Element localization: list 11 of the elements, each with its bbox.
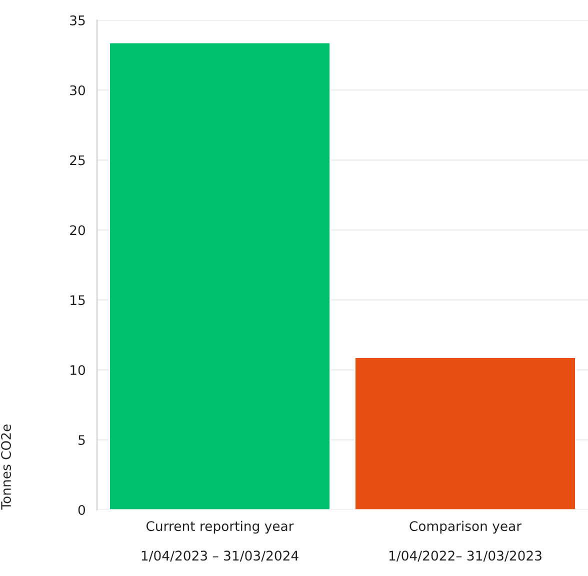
y-tick-label: 35 bbox=[70, 15, 85, 26]
y-tick-label: 5 bbox=[78, 435, 85, 446]
y-tick-label: 25 bbox=[70, 155, 85, 166]
y-tick-label: 30 bbox=[70, 85, 86, 96]
y-axis-title: Tonnes CO2e bbox=[1, 424, 12, 510]
y-tick-label: 20 bbox=[70, 225, 86, 236]
category-label: Comparison year 1/04/2022– 31/03/2023 bbox=[389, 520, 542, 562]
y-tick-label: 0 bbox=[78, 504, 86, 515]
y-tick-label: 10 bbox=[70, 365, 86, 376]
y-tick-label: 15 bbox=[70, 295, 85, 306]
category-label: Current reporting year 1/04/2023 – 31/03/2024 bbox=[142, 520, 298, 562]
